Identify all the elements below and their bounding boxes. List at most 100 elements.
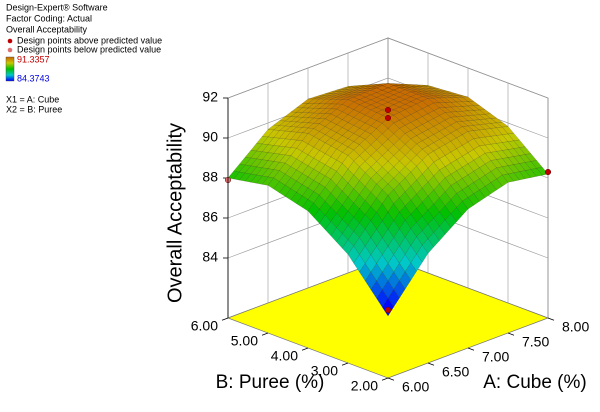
- surface-patch: [433, 131, 446, 140]
- surface-patch: [307, 97, 320, 100]
- surface-patch: [416, 86, 429, 89]
- surface-patch: [433, 147, 446, 160]
- surface-patch: [393, 245, 406, 264]
- surface-patch: [353, 208, 366, 224]
- surface-patch: [290, 180, 303, 193]
- surface-patch: [273, 120, 286, 126]
- surface-patch: [313, 95, 326, 98]
- surface-patch: [353, 136, 366, 145]
- surface-patch: [410, 253, 423, 272]
- surface-patch: [416, 84, 429, 88]
- surface-patch: [450, 129, 463, 139]
- surface-patch: [473, 105, 486, 111]
- surface-patch: [433, 139, 446, 149]
- surface-patch: [507, 156, 520, 165]
- surface-patch: [433, 197, 446, 213]
- legend-label: Design points above predicted value: [17, 35, 162, 45]
- surface-patch: [410, 91, 423, 95]
- surface-patch: [490, 122, 503, 129]
- surface-patch: [496, 122, 509, 128]
- surface-patch: [353, 144, 366, 156]
- surface-patch: [490, 159, 503, 169]
- surface-patch: [450, 93, 463, 96]
- surface-patch: [450, 148, 463, 160]
- surface-patch: [353, 194, 366, 210]
- y-tick-label: 2.00: [351, 378, 378, 394]
- surface-patch: [370, 87, 383, 93]
- surface-patch: [507, 148, 520, 157]
- surface-patch: [330, 96, 343, 100]
- surface-patch: [433, 169, 446, 185]
- surface-patch: [273, 170, 286, 182]
- surface-patch: [370, 107, 383, 113]
- surface-patch: [370, 150, 383, 162]
- surface-patch: [313, 194, 326, 210]
- surface-patch: [410, 222, 423, 238]
- x-tick: [387, 377, 395, 381]
- y-tick-label: 6.00: [191, 318, 218, 334]
- design-point: [384, 114, 392, 122]
- legend-marker: [7, 38, 13, 44]
- surface-patch: [364, 271, 377, 290]
- surface-patch: [410, 135, 423, 145]
- legend-marker: [7, 47, 13, 53]
- surface-patch: [313, 108, 326, 114]
- surface-patch: [250, 174, 263, 184]
- surface-patch: [393, 262, 406, 281]
- surface-patch: [478, 109, 492, 115]
- surface-patch: [393, 106, 406, 113]
- surface-patch: [370, 263, 383, 282]
- surface-patch: [307, 108, 320, 114]
- surface-patch: [507, 172, 520, 182]
- surface-patch: [433, 226, 446, 241]
- surface-patch: [290, 192, 303, 204]
- legend: Design-Expert® Software Factor Coding: A…: [5, 2, 162, 114]
- surface-patch: [410, 103, 423, 112]
- surface-patch: [307, 202, 320, 218]
- surface-patch: [410, 111, 423, 120]
- surface-patch: [490, 127, 503, 136]
- surface-patch: [370, 280, 383, 299]
- surface-patch: [330, 140, 343, 150]
- surface-patch: [347, 88, 360, 92]
- surface-patch: [450, 121, 463, 131]
- z-tick-label: 88: [202, 169, 218, 185]
- y-tick: [261, 332, 269, 336]
- surface-patch: [347, 245, 360, 264]
- surface-patch: [410, 154, 423, 167]
- surface-patch: [330, 103, 343, 110]
- surface-patch: [313, 113, 326, 119]
- surface-patch: [399, 83, 411, 87]
- surface-patch: [490, 178, 503, 191]
- surface-patch: [410, 193, 423, 209]
- header-line: Factor Coding: Actual: [6, 13, 92, 23]
- y-axis-title: B: Puree (%): [216, 372, 325, 393]
- surface-patch: [370, 211, 383, 230]
- surface-patch: [496, 174, 509, 187]
- surface-patch: [353, 166, 366, 181]
- surface-patch: [450, 207, 463, 222]
- surface-patch: [330, 124, 343, 133]
- surface-patch: [450, 193, 463, 208]
- surface-patch: [267, 177, 280, 190]
- surface-patch: [393, 138, 406, 151]
- surface-patch: [330, 159, 343, 172]
- surface-patch: [330, 213, 343, 228]
- surface-patch: [433, 183, 446, 199]
- surface-patch: [490, 117, 503, 124]
- surface-patch: [399, 85, 411, 89]
- surface-patch: [330, 198, 343, 214]
- surface-patch: [250, 143, 263, 152]
- surface-patch: [365, 87, 377, 91]
- surface-patch: [473, 178, 486, 191]
- surface-patch: [284, 139, 297, 148]
- y-tick-label: 3.00: [311, 363, 338, 379]
- surface-patch: [370, 161, 383, 173]
- surface-patch: [313, 118, 326, 124]
- surface-patch: [313, 161, 326, 173]
- x-tick-label: 6.00: [402, 379, 429, 395]
- surface-patch: [473, 109, 486, 115]
- surface-patch: [393, 96, 406, 103]
- y-tick: [221, 317, 229, 321]
